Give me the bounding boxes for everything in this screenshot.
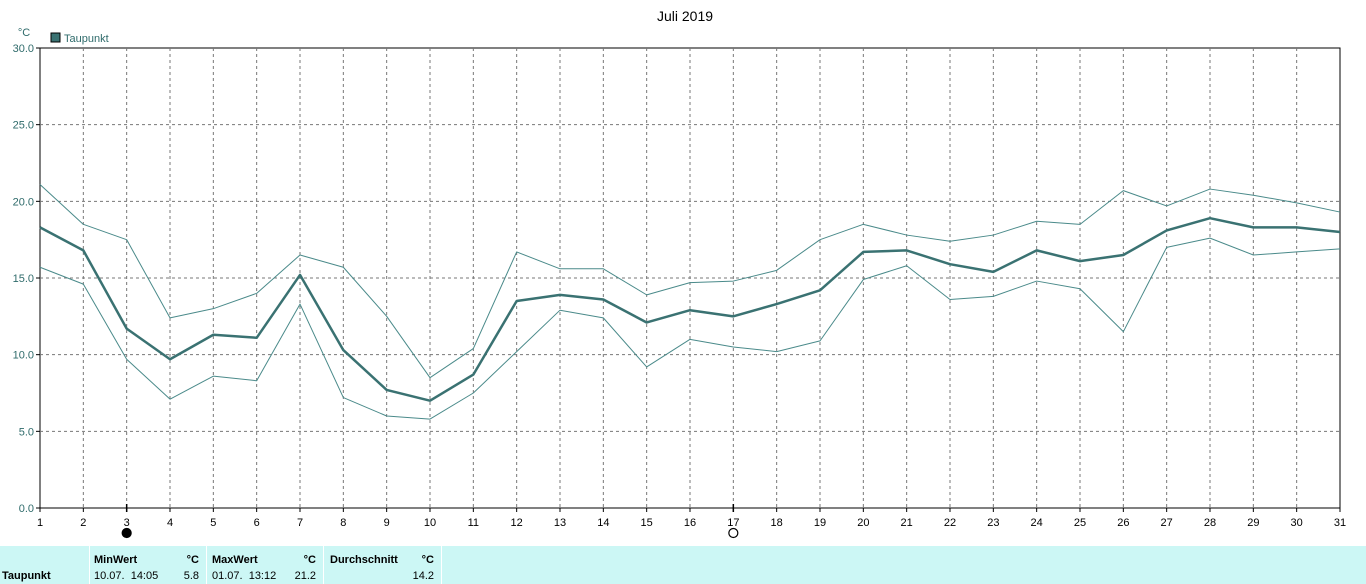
min-time: 10.07. 14:05 xyxy=(94,570,159,582)
x-tick-label: 5 xyxy=(210,517,216,529)
y-tick-label: 0.0 xyxy=(19,503,34,515)
series-line-min xyxy=(39,237,1341,420)
min-value: 5.8 xyxy=(183,570,199,582)
new-moon-icon xyxy=(121,527,132,539)
x-tick-label: 26 xyxy=(1117,517,1129,529)
avg-unit: °C xyxy=(421,554,434,566)
summary-table: Taupunkt MinWert °C 10.07. 14:05 5.8 Max… xyxy=(0,546,1366,584)
x-tick-label: 29 xyxy=(1247,517,1259,529)
summary-max-cell: MaxWert °C 01.07. 13:12 21.2 xyxy=(207,546,322,584)
max-value: 21.2 xyxy=(294,570,316,582)
x-tick-label: 8 xyxy=(340,517,346,529)
x-tick-label: 6 xyxy=(254,517,260,529)
x-tick-label: 27 xyxy=(1161,517,1173,529)
x-tick-label: 2 xyxy=(80,517,86,529)
max-unit: °C xyxy=(303,554,316,566)
summary-divider xyxy=(323,546,324,584)
x-tick-label: 10 xyxy=(424,517,436,529)
summary-row-label: Taupunkt xyxy=(2,570,51,582)
series-line-max xyxy=(39,184,1341,379)
legend-swatch xyxy=(50,32,61,43)
x-tick-label: 11 xyxy=(468,517,479,529)
y-axis-unit: °C xyxy=(18,27,30,39)
x-tick-label: 9 xyxy=(384,517,390,529)
x-tick-label: 21 xyxy=(901,517,913,529)
full-moon-icon xyxy=(728,527,739,539)
x-tick-label: 22 xyxy=(944,517,956,529)
min-header: MinWert xyxy=(94,554,138,566)
min-unit: °C xyxy=(186,554,199,566)
x-tick-label: 19 xyxy=(814,517,826,529)
x-tick-label: 7 xyxy=(297,517,303,529)
x-tick-label: 13 xyxy=(554,517,566,529)
summary-min-cell: MinWert °C 10.07. 14:05 5.8 xyxy=(90,546,205,584)
max-time: 01.07. 13:12 xyxy=(212,570,277,582)
x-tick-label: 18 xyxy=(771,517,783,529)
y-tick-label: 20.0 xyxy=(13,196,34,208)
summary-row-label-cell: Taupunkt xyxy=(0,546,89,584)
x-tick-label: 3 xyxy=(124,517,130,529)
x-tick-label: 14 xyxy=(597,517,609,529)
x-tick-label: 16 xyxy=(684,517,696,529)
y-tick-label: 5.0 xyxy=(19,426,34,438)
legend-label: Taupunkt xyxy=(64,33,109,45)
x-tick-label: 28 xyxy=(1204,517,1216,529)
avg-value: 14.2 xyxy=(412,570,434,582)
series-line-taupunkt xyxy=(39,216,1341,402)
x-tick-label: 1 xyxy=(37,517,43,529)
max-header: MaxWert xyxy=(212,554,258,566)
summary-divider xyxy=(206,546,207,584)
chart: Juli 2019 °C Taupunkt 1 2 3 4 5 6 7 8 9 10 11 12 13 1… xyxy=(13,8,1346,539)
x-tick-label: 25 xyxy=(1074,517,1086,529)
x-tick-label: 17 xyxy=(727,517,739,529)
chart-title: Juli 2019 xyxy=(657,8,713,24)
x-tick-label: 15 xyxy=(641,517,653,529)
y-tick-label: 25.0 xyxy=(13,120,34,132)
summary-divider xyxy=(89,546,90,584)
summary-divider xyxy=(441,546,442,584)
x-tick-label: 30 xyxy=(1291,517,1303,529)
x-tick-label: 24 xyxy=(1031,517,1043,529)
summary-avg-cell: Durchschnitt °C 14.2 xyxy=(324,546,440,584)
avg-header: Durchschnitt xyxy=(330,554,398,566)
y-tick-label: 30.0 xyxy=(13,43,34,55)
x-tick-label: 31 xyxy=(1334,517,1346,529)
y-tick-label: 10.0 xyxy=(13,350,34,362)
y-tick-label: 15.0 xyxy=(13,273,34,285)
x-tick-label: 12 xyxy=(511,517,523,529)
x-tick-label: 20 xyxy=(857,517,869,529)
x-tick-label: 4 xyxy=(167,517,173,529)
x-tick-label: 23 xyxy=(987,517,999,529)
